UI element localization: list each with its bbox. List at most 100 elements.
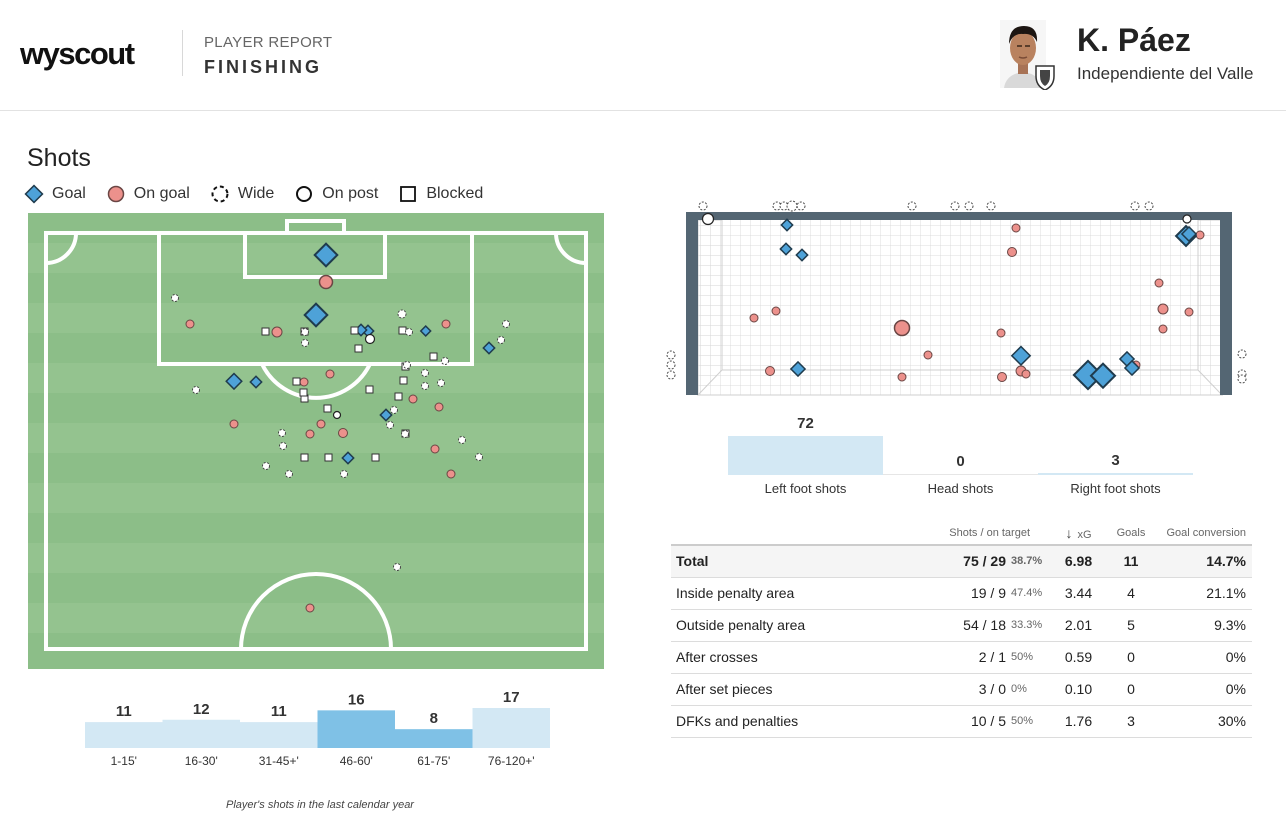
on-post-circle-icon xyxy=(296,186,313,202)
table-row[interactable]: After set pieces 3 / 0 0% 0.10 0 0% xyxy=(671,673,1252,706)
row-xg: 0.10 xyxy=(1056,673,1101,706)
row-goals: 11 xyxy=(1101,545,1161,578)
time-bar-value: 11 xyxy=(271,703,287,720)
goal-shot-markers xyxy=(666,200,1247,391)
legend-on-goal: On goal xyxy=(106,184,190,204)
legend-label: On post xyxy=(322,185,379,202)
shots-footnote: Player's shots in the last calendar year xyxy=(226,799,414,811)
shot-wide-marker xyxy=(666,200,1247,384)
shot-on-post-marker xyxy=(332,333,376,420)
row-goals: 5 xyxy=(1101,609,1161,642)
row-label: DFKs and penalties xyxy=(671,705,896,738)
shot-on-goal-marker xyxy=(749,223,1205,382)
row-xg: 6.98 xyxy=(1056,545,1101,578)
shot-map-pitch[interactable] xyxy=(28,213,604,669)
body-part-bar[interactable] xyxy=(883,474,1038,475)
col-goals[interactable]: Goals xyxy=(1101,521,1161,546)
table-row[interactable]: Total 75 / 29 38.7% 6.98 11 14.7% xyxy=(671,545,1252,578)
row-shots: 54 / 18 xyxy=(896,609,1006,642)
table-row[interactable]: Outside penalty area 54 / 18 33.3% 2.01 5 9.3… xyxy=(671,609,1252,642)
time-bar[interactable] xyxy=(395,729,473,748)
time-interval-chart: 11 1-15' 12 16-30' 11 31-45+' 16 46-60' 8 61-75' 1… xyxy=(85,689,551,768)
blocked-square-icon xyxy=(400,186,417,202)
row-goals: 0 xyxy=(1101,641,1161,674)
row-goals: 4 xyxy=(1101,577,1161,610)
row-label: After set pieces xyxy=(671,673,896,706)
row-goal-conversion: 21.1% xyxy=(1161,577,1252,610)
body-part-bar-value: 72 xyxy=(797,415,814,432)
row-on-target-pct: 47.4% xyxy=(1006,577,1056,610)
time-bar[interactable] xyxy=(240,722,318,748)
row-label: Outside penalty area xyxy=(671,609,896,642)
legend-label: Goal xyxy=(52,185,86,202)
time-bar[interactable] xyxy=(317,710,396,748)
row-goals: 3 xyxy=(1101,705,1161,738)
table-row[interactable]: DFKs and penalties 10 / 5 50% 1.76 3 30% xyxy=(671,705,1252,738)
body-part-bar[interactable] xyxy=(1038,473,1193,475)
col-xg[interactable]: ↓ xG xyxy=(1056,521,1101,546)
row-on-target-pct: 38.7% xyxy=(1006,545,1056,578)
goal-mouth-map[interactable] xyxy=(660,195,1260,400)
header-divider xyxy=(182,30,183,76)
row-on-target-pct: 50% xyxy=(1006,705,1056,738)
row-goal-conversion: 0% xyxy=(1161,673,1252,706)
pitch-lines xyxy=(44,219,588,651)
legend-on-post: On post xyxy=(294,184,378,204)
shots-title: Shots xyxy=(27,144,91,172)
report-header: wyscout PLAYER REPORT FINISHING K. Páez … xyxy=(0,0,1286,111)
legend-wide: Wide xyxy=(210,184,274,204)
player-name: K. Páez xyxy=(1077,22,1191,58)
shot-goal-marker xyxy=(779,218,1198,391)
row-on-target-pct: 0% xyxy=(1006,673,1056,706)
legend-goal: Goal xyxy=(24,184,86,204)
shot-markers xyxy=(171,242,510,613)
row-goal-conversion: 0% xyxy=(1161,641,1252,674)
table-row[interactable]: After crosses 2 / 1 50% 0.59 0 0% xyxy=(671,641,1252,674)
player-avatar xyxy=(1000,20,1055,90)
body-part-bar-label: Right foot shots xyxy=(1070,481,1161,496)
report-type: PLAYER REPORT xyxy=(204,34,333,51)
time-bar-label: 46-60' xyxy=(340,754,373,768)
wyscout-logo[interactable]: wyscout xyxy=(20,36,135,71)
time-bar[interactable] xyxy=(472,708,551,748)
body-part-bar-value: 3 xyxy=(1111,452,1119,469)
row-goal-conversion: 14.7% xyxy=(1161,545,1252,578)
row-goal-conversion: 30% xyxy=(1161,705,1252,738)
row-shots: 19 / 9 xyxy=(896,577,1006,610)
shot-on-goal-marker xyxy=(185,274,456,613)
legend-blocked: Blocked xyxy=(398,184,483,204)
time-bar-label: 31-45+' xyxy=(259,754,299,768)
time-bar[interactable] xyxy=(85,722,163,748)
finishing-stats-table: Shots / on target ↓ xG Goals Goal convers… xyxy=(671,521,1252,738)
time-bar-value: 8 xyxy=(430,710,438,727)
table-header-row: Shots / on target ↓ xG Goals Goal convers… xyxy=(671,521,1252,546)
player-club[interactable]: Independiente del Valle xyxy=(1077,64,1254,83)
row-on-target-pct: 50% xyxy=(1006,641,1056,674)
row-xg: 3.44 xyxy=(1056,577,1101,610)
time-bar-value: 16 xyxy=(348,691,365,708)
body-part-bar-value: 0 xyxy=(956,453,964,470)
row-goal-conversion: 9.3% xyxy=(1161,609,1252,642)
body-part-chart: 72 Left foot shots 0 Head shots 3 Right foot … xyxy=(728,415,1193,496)
pitch-stripes xyxy=(28,213,604,669)
col-shots-on-target[interactable]: Shots / on target xyxy=(896,521,1056,546)
shot-on-post-marker xyxy=(701,212,1192,226)
goal-frame xyxy=(686,212,1232,395)
body-part-bar[interactable] xyxy=(728,436,883,475)
row-on-target-pct: 33.3% xyxy=(1006,609,1056,642)
sort-arrow-icon: ↓ xyxy=(1065,524,1073,541)
time-bar-value: 11 xyxy=(116,703,132,720)
row-label: After crosses xyxy=(671,641,896,674)
row-shots: 75 / 29 xyxy=(896,545,1006,578)
row-xg: 1.76 xyxy=(1056,705,1101,738)
time-bar-label: 76-120+' xyxy=(488,754,535,768)
table-row[interactable]: Inside penalty area 19 / 9 47.4% 3.44 4 21.1% xyxy=(671,577,1252,610)
row-shots: 3 / 0 xyxy=(896,673,1006,706)
on-goal-circle-icon xyxy=(107,185,125,203)
wide-dashed-circle-icon xyxy=(211,185,229,203)
row-label: Inside penalty area xyxy=(671,577,896,610)
row-xg: 0.59 xyxy=(1056,641,1101,674)
time-bar[interactable] xyxy=(162,719,241,748)
row-xg: 2.01 xyxy=(1056,609,1101,642)
col-goal-conversion[interactable]: Goal conversion xyxy=(1161,521,1252,546)
